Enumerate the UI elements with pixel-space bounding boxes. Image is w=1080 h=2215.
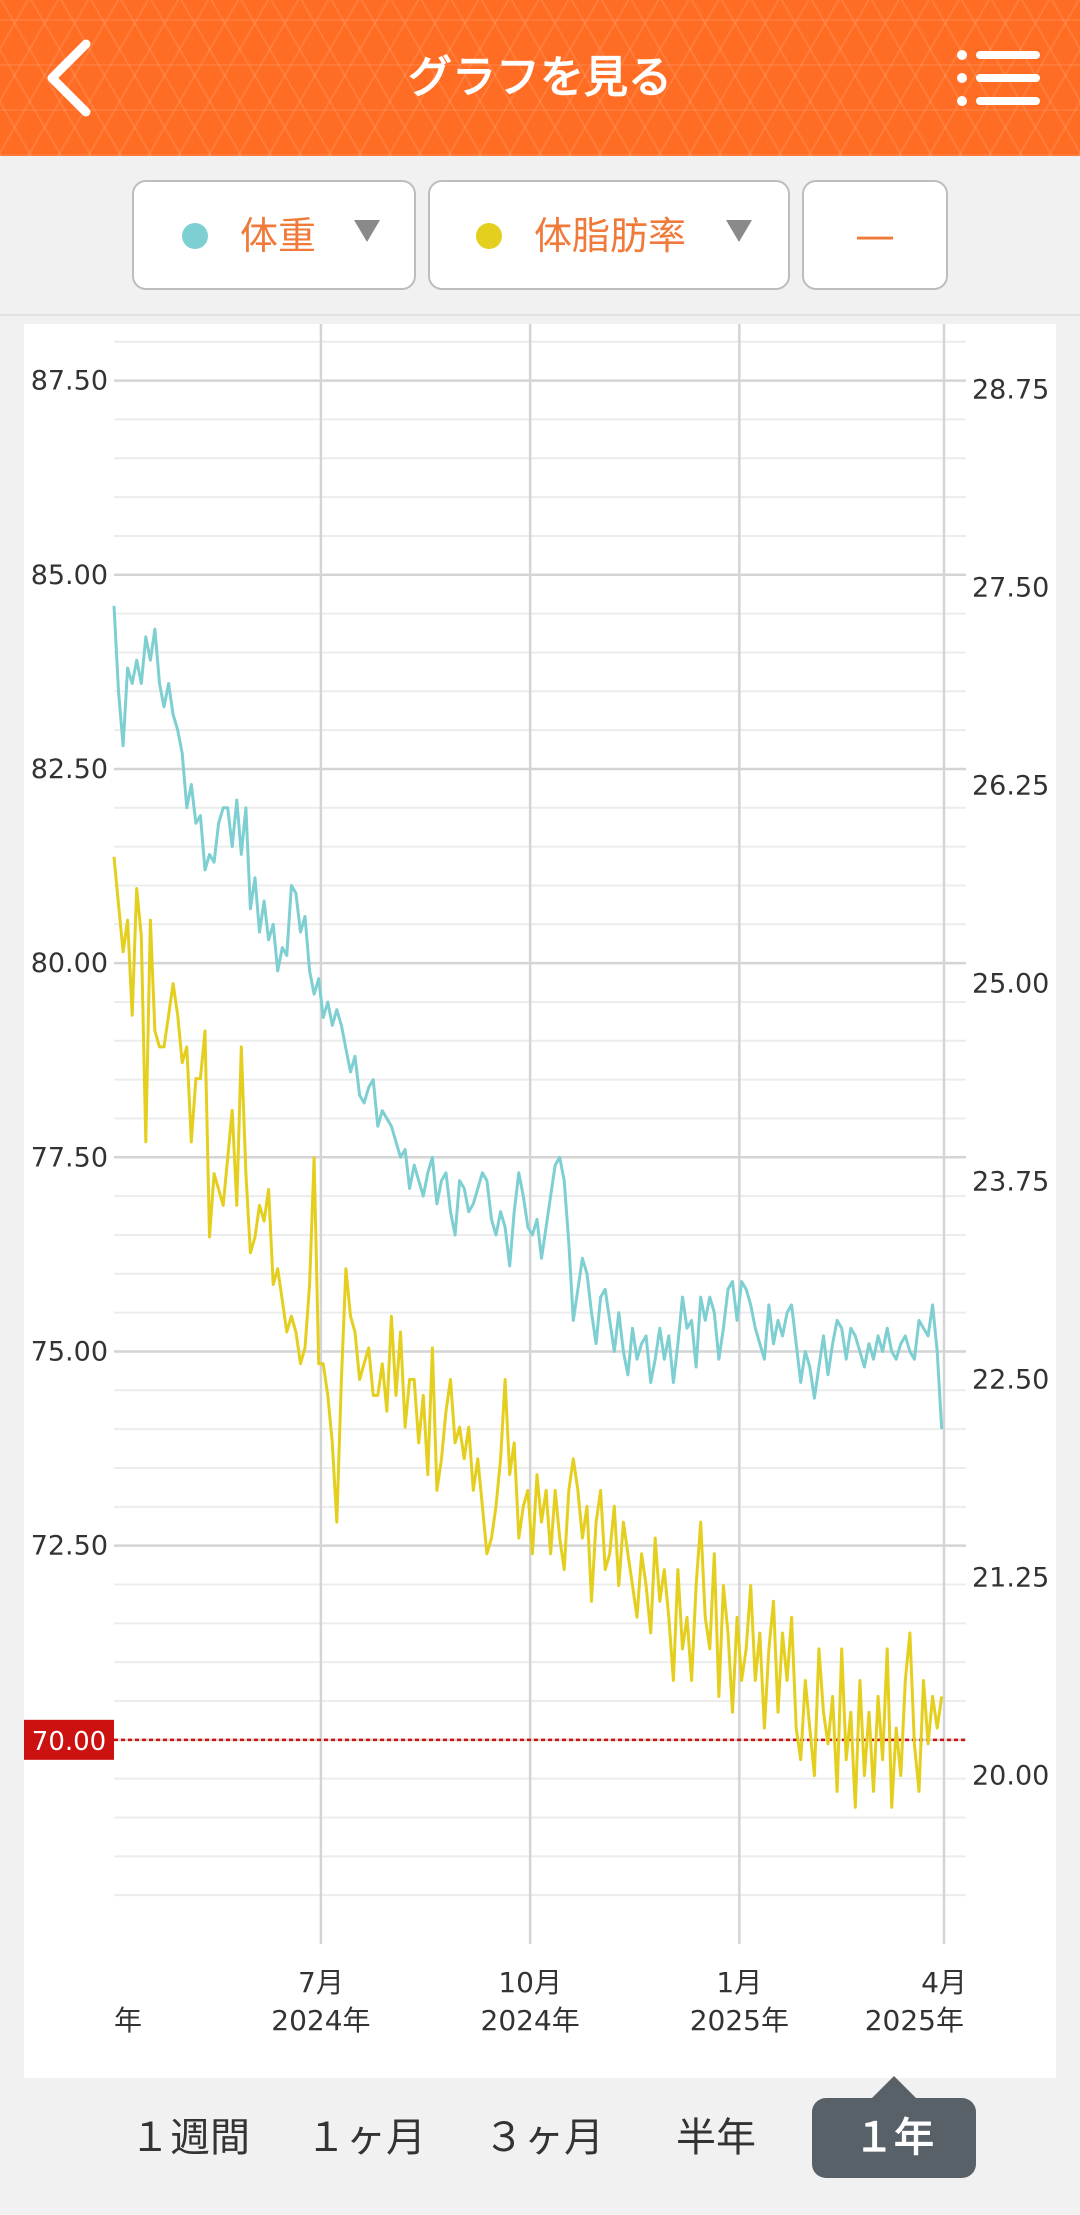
right-axis-tick-label: 25.00 [972,969,1049,1000]
right-axis-tick-label: 22.50 [972,1365,1049,1396]
weight-selector-label: 体重 [240,214,317,258]
x-axis-year-label: 2024年 [481,2004,580,2037]
body-fat-selector-label: 体脂肪率 [534,214,687,258]
period-tab-3months[interactable]: ３ヶ月 [484,2115,604,2161]
dropdown-caret-icon [354,220,380,242]
left-axis-tick-label: 85.00 [31,560,108,591]
right-axis-tick-label: 27.50 [972,572,1049,603]
x-axis-year-label: 2025年 [865,2004,964,2037]
body-fat-series-line [112,856,944,1809]
right-axis-tick-label: 26.25 [972,770,1049,801]
x-axis-month-label: 10月 [498,1966,562,1999]
period-tab-1month[interactable]: １ヶ月 [306,2115,426,2161]
right-axis-tick-label: 28.75 [972,374,1049,405]
period-tab-1week[interactable]: １週間 [130,2115,250,2161]
period-tab-halfyear[interactable]: 半年 [676,2115,756,2161]
right-axis-tick-label: 23.75 [972,1167,1049,1198]
left-axis-tick-label: 82.50 [31,754,108,785]
weight-selector[interactable]: 体重 [132,180,416,290]
right-axis-tick-label: 20.00 [972,1761,1049,1792]
weight-bodyfat-chart[interactable]: 87.50 85.00 82.50 80.00 77.50 75.00 72.50 28.75… [24,324,1056,2078]
third-series-selector-label: — [855,213,895,259]
left-axis-tick-label: 72.50 [31,1531,108,1562]
third-series-selector[interactable]: — [802,180,948,290]
target-label-bg [24,1719,114,1760]
left-axis-tick-label: 77.50 [31,1142,108,1173]
left-axis-tick-label: 87.50 [31,366,108,397]
body-fat-selector[interactable]: 体脂肪率 [428,180,790,290]
page-title: グラフを見る [408,52,672,103]
back-arrow-icon[interactable] [38,36,122,120]
left-axis-tick-label: 75.00 [31,1336,108,1367]
x-axis-year-label: 年 [114,2004,142,2037]
series-selector-bar: 体重 体脂肪率 — [0,156,1080,316]
menu-icon[interactable] [956,48,1040,108]
weight-dot-icon [182,223,208,249]
target-label: 70.00 [32,1727,106,1757]
x-axis-year-label: 2024年 [271,2004,370,2037]
dropdown-caret-icon [726,220,752,242]
period-selector: １週間 １ヶ月 ３ヶ月 半年 １年 [0,2076,1080,2215]
left-axis-tick-label: 80.00 [31,948,108,979]
right-axis-tick-label: 21.25 [972,1563,1049,1594]
x-axis-month-label: 4月 [921,1966,967,1999]
chart-card: 87.50 85.00 82.50 80.00 77.50 75.00 72.50 28.75… [24,324,1056,2078]
weight-series-line [112,605,944,1430]
x-axis-month-label: 1月 [716,1966,762,1999]
body-fat-dot-icon [476,223,502,249]
period-tab-1year[interactable]: １年 [812,2076,976,2178]
x-axis-month-label: 7月 [298,1966,344,1999]
x-axis-year-label: 2025年 [690,2004,789,2037]
app-header: グラフを見る [0,0,1080,156]
